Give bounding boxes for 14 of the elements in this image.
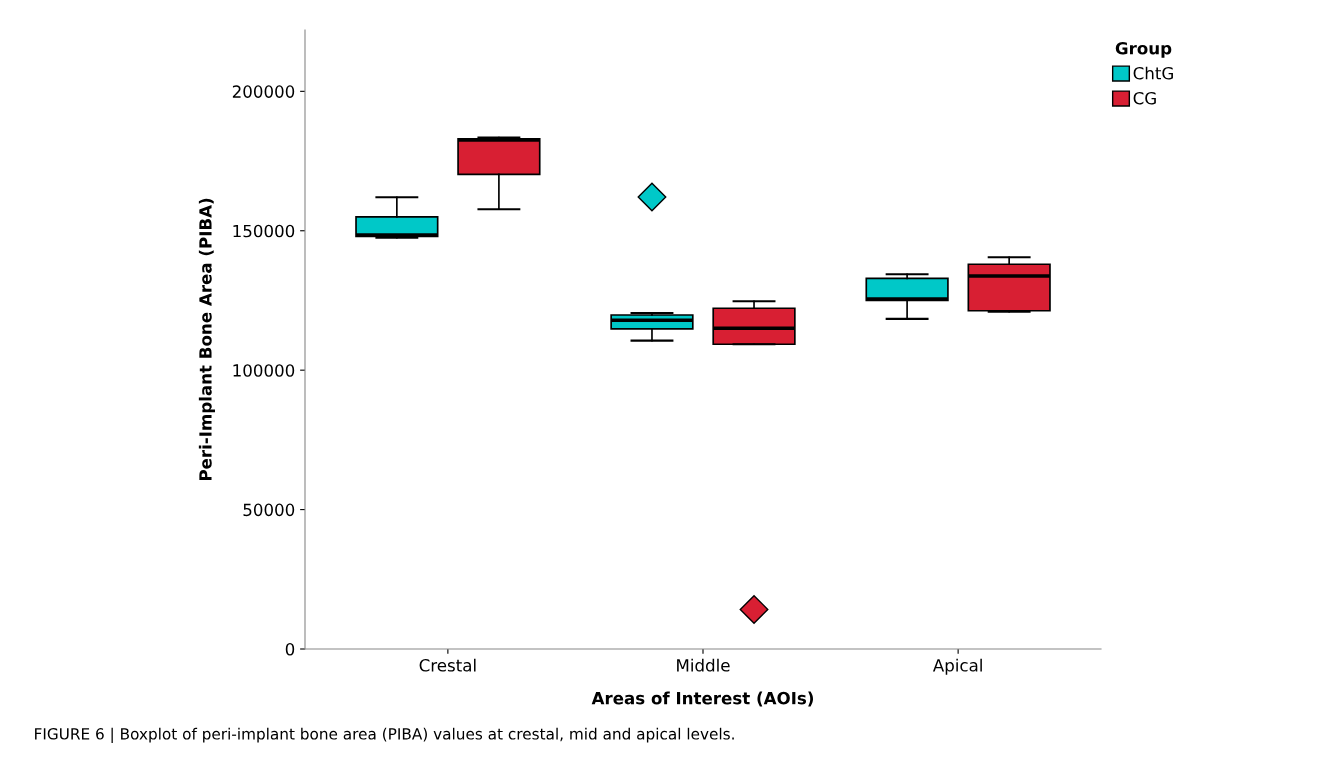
legend-title: Group: [1115, 41, 1172, 58]
x-axis-title: Areas of Interest (AOIs): [591, 691, 813, 707]
y-tick-label: 0: [285, 642, 295, 656]
x-tick-label: Crestal: [419, 658, 476, 672]
legend-label: CG: [1133, 91, 1156, 105]
x-tick-label: Apical: [932, 658, 982, 675]
legend-label: ChtG: [1133, 66, 1173, 80]
y-tick-label: 50000: [243, 503, 295, 517]
y-tick-label: 100000: [233, 364, 295, 377]
x-tick-label: Middle: [677, 658, 730, 672]
y-axis-title: Peri-Implant Bone Area (PIBA): [198, 198, 215, 481]
y-tick-label: 200000: [232, 85, 295, 98]
y-tick-label: 150000: [233, 224, 295, 238]
caption: FIGURE 6 | Boxplot of peri-implant bone area (PIBA) values at crestal, mid and apical levels.: [35, 727, 734, 743]
